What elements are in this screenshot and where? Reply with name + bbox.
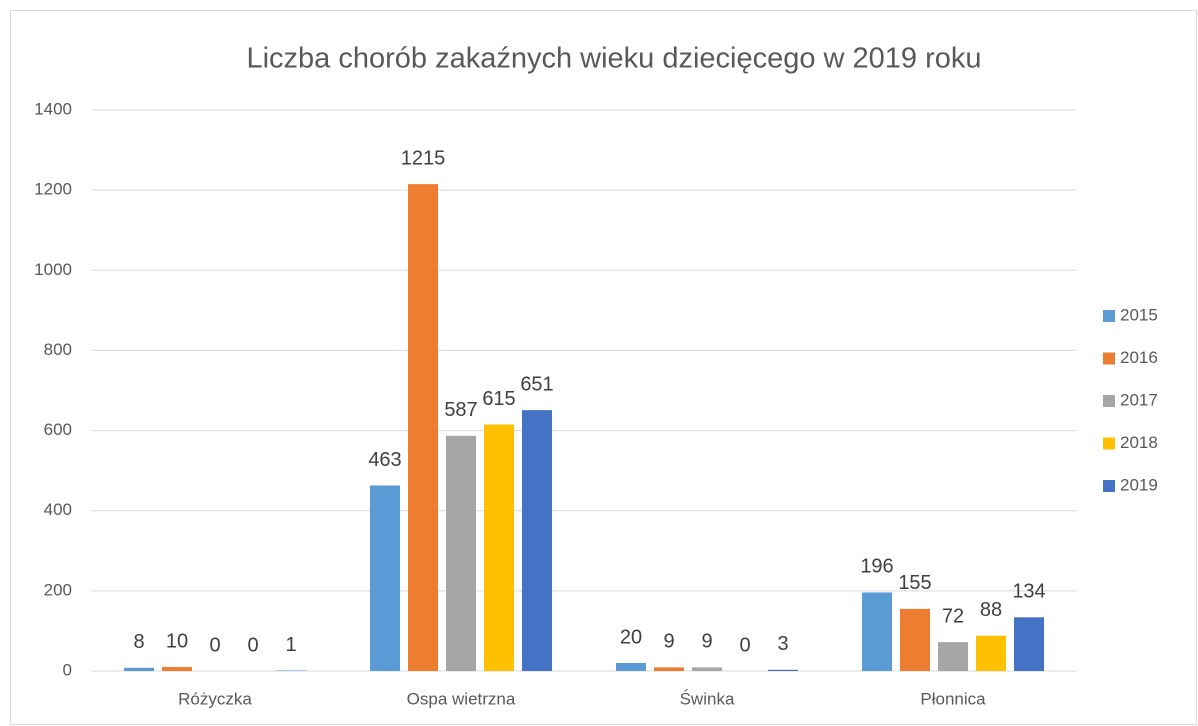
bar (768, 669, 798, 671)
value-label: 651 (520, 373, 553, 395)
bar (162, 666, 192, 671)
y-tick-label: 200 (44, 580, 72, 599)
value-label: 1 (285, 634, 296, 656)
legend-swatch (1103, 437, 1115, 450)
value-label: 463 (368, 449, 401, 471)
bar (1014, 617, 1044, 671)
value-label: 3 (777, 633, 788, 655)
legend-swatch (1103, 352, 1115, 365)
value-label: 0 (247, 634, 258, 656)
value-label: 9 (663, 631, 674, 653)
y-tick-label: 600 (44, 420, 72, 439)
legend-label: 2017 (1120, 390, 1158, 409)
legend-swatch (1103, 480, 1115, 492)
value-label: 587 (444, 399, 477, 421)
y-tick-label: 1200 (34, 180, 72, 199)
y-tick-label: 1000 (34, 260, 72, 279)
x-tick-label: Płonnica (920, 689, 986, 708)
legend-label: 2015 (1120, 305, 1158, 324)
value-label: 0 (209, 634, 220, 656)
value-label: 615 (482, 388, 515, 410)
value-label: 20 (620, 626, 642, 648)
y-tick-label: 400 (44, 500, 72, 519)
value-label: 196 (860, 556, 893, 578)
bar (446, 435, 476, 671)
value-label: 1215 (401, 147, 446, 169)
bar (654, 667, 684, 671)
value-label: 9 (701, 631, 712, 653)
x-tick-label: Różyczka (178, 689, 252, 708)
x-tick-label: Ospa wietrzna (407, 689, 516, 708)
y-tick-label: 0 (63, 660, 72, 679)
legend-label: 2019 (1120, 475, 1158, 494)
legend-label: 2018 (1120, 433, 1158, 452)
value-label: 10 (166, 630, 188, 652)
value-label: 155 (898, 572, 931, 594)
chart-frame (10, 10, 1197, 725)
bar (976, 635, 1006, 671)
legend-swatch (1103, 310, 1115, 322)
x-tick-label: Świnka (680, 689, 735, 708)
value-label: 134 (1012, 581, 1045, 603)
bar (370, 485, 400, 671)
bar (124, 667, 154, 671)
legend-label: 2016 (1120, 348, 1158, 367)
y-tick-label: 800 (44, 340, 72, 359)
bar (616, 662, 646, 671)
bar (900, 608, 930, 671)
bar (484, 424, 514, 671)
y-tick-label: 1400 (34, 99, 72, 118)
value-label: 72 (942, 605, 964, 627)
bar (692, 667, 722, 671)
bar (408, 184, 438, 671)
value-label: 8 (133, 631, 144, 653)
bar (938, 642, 968, 671)
value-label: 88 (980, 599, 1002, 621)
bar (522, 410, 552, 671)
value-label: 0 (739, 634, 750, 656)
chart-title: Liczba chorób zakaźnych wieku dziecięceg… (246, 43, 981, 75)
bar (862, 592, 892, 671)
legend-swatch (1103, 395, 1115, 407)
